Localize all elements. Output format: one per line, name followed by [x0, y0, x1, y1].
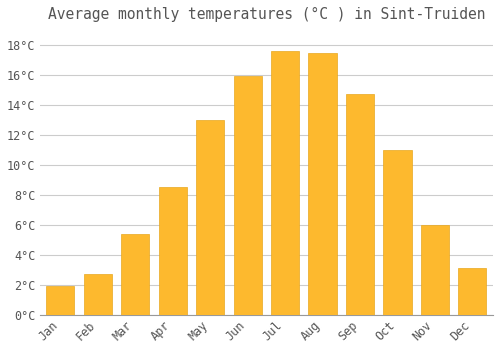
Bar: [458, 268, 486, 315]
Title: Average monthly temperatures (°C ) in Sint-Truiden: Average monthly temperatures (°C ) in Si…: [48, 7, 485, 22]
Bar: [346, 94, 374, 315]
Bar: [234, 77, 262, 315]
Bar: [384, 150, 411, 315]
Bar: [121, 234, 149, 315]
Bar: [84, 274, 112, 315]
Bar: [421, 225, 449, 315]
Bar: [158, 187, 186, 315]
Bar: [271, 51, 299, 315]
Bar: [196, 120, 224, 315]
Bar: [46, 286, 74, 315]
Bar: [308, 52, 336, 315]
